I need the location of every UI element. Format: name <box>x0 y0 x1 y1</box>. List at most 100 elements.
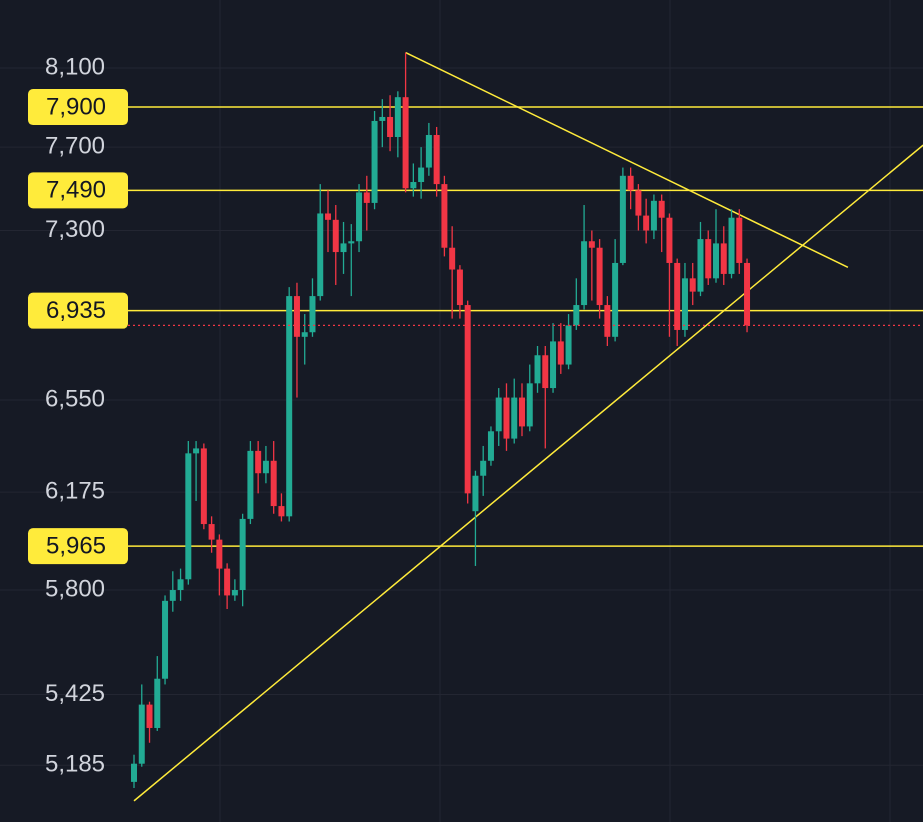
candle-body <box>573 305 580 326</box>
candle-body <box>635 190 642 216</box>
candle-body <box>379 116 386 121</box>
candle-body <box>596 247 603 306</box>
candle-body <box>309 296 316 333</box>
candle-body <box>169 590 176 601</box>
y-tick-label: 7,300 <box>45 216 105 243</box>
candle-body <box>472 475 479 512</box>
candle-body <box>713 243 719 279</box>
y-tick-label: 5,185 <box>45 751 105 778</box>
candle-body <box>177 579 184 591</box>
candle-body <box>255 450 262 474</box>
candle-body <box>239 518 246 591</box>
candle-body <box>317 213 324 297</box>
candle-body <box>138 704 145 764</box>
trendline <box>133 144 923 802</box>
candle-body <box>542 355 549 389</box>
vertical-grid <box>219 0 891 822</box>
level-label: 5,965 <box>46 533 106 560</box>
candle-body <box>736 217 743 263</box>
candle-body <box>208 524 215 540</box>
candle-body <box>348 241 355 244</box>
candle-body <box>581 241 588 306</box>
candle-body <box>200 448 207 525</box>
y-tick-label: 5,425 <box>45 680 105 707</box>
candle-body <box>262 460 269 474</box>
candle-body <box>371 120 378 203</box>
candle-body <box>332 219 339 253</box>
candle-body <box>231 590 238 596</box>
candle-body <box>534 355 541 384</box>
level-label: 7,900 <box>46 93 106 120</box>
candle-body <box>387 116 394 138</box>
level-label: 7,490 <box>46 177 106 204</box>
candle-body <box>441 184 448 248</box>
candle-body <box>480 460 487 476</box>
candle-body <box>224 568 231 596</box>
candle-body <box>402 97 409 189</box>
level-label-box <box>28 528 128 565</box>
level-label-box <box>28 292 128 329</box>
candle-body <box>588 241 595 248</box>
candle-body <box>720 243 727 274</box>
candle-body <box>619 175 626 263</box>
candle-body <box>410 182 417 189</box>
candle-body <box>216 539 223 569</box>
candle-body <box>697 239 704 292</box>
candle-body <box>627 175 634 191</box>
candle-body <box>650 200 657 231</box>
candle-body <box>681 278 688 330</box>
candle-body <box>394 97 401 138</box>
candle-body <box>286 296 293 517</box>
candle-body <box>325 213 331 220</box>
candle-body <box>550 341 557 389</box>
y-tick-label: 8,100 <box>45 53 105 80</box>
candle-body <box>612 262 619 337</box>
candle-body <box>301 332 308 337</box>
candle-body <box>449 247 456 270</box>
candle-body <box>356 192 363 242</box>
candle-body <box>705 239 712 279</box>
candle-body <box>487 431 494 461</box>
candle-body <box>278 506 285 517</box>
candle-body <box>557 341 564 365</box>
candle-body <box>456 269 463 306</box>
candle-body <box>433 134 440 185</box>
candle-body <box>565 325 572 365</box>
candle-body <box>643 215 650 231</box>
candle-body <box>293 296 300 337</box>
candle-body <box>340 243 347 253</box>
level-label-box <box>28 172 128 209</box>
trendline <box>405 51 849 269</box>
y-tick-label: 6,175 <box>45 477 105 504</box>
candle-body <box>363 192 370 203</box>
candle-body <box>526 383 533 427</box>
candle-body <box>247 450 254 519</box>
candle-body <box>666 217 673 263</box>
candle-body <box>658 200 665 218</box>
candle-body <box>425 134 432 168</box>
candle-body <box>689 278 696 292</box>
candle-body <box>511 397 518 439</box>
candle-body <box>193 448 200 454</box>
candle-body <box>519 397 525 427</box>
candle-body <box>674 262 681 330</box>
candle-body <box>503 397 510 439</box>
candle-body <box>728 217 735 274</box>
level-label-box <box>28 89 128 126</box>
candle-body <box>744 262 751 326</box>
candle-body <box>162 600 169 679</box>
candle-body <box>146 704 153 728</box>
candle-body <box>185 453 192 580</box>
candle-body <box>270 460 277 507</box>
y-tick-label: 6,550 <box>45 385 105 412</box>
level-label: 6,935 <box>46 297 106 324</box>
candle-body <box>604 305 611 337</box>
candle-body <box>131 763 137 782</box>
y-tick-label: 7,700 <box>45 132 105 159</box>
candle-body <box>154 678 161 728</box>
candle-body <box>495 397 502 432</box>
candle-body <box>418 167 425 183</box>
y-tick-label: 5,800 <box>45 575 105 602</box>
